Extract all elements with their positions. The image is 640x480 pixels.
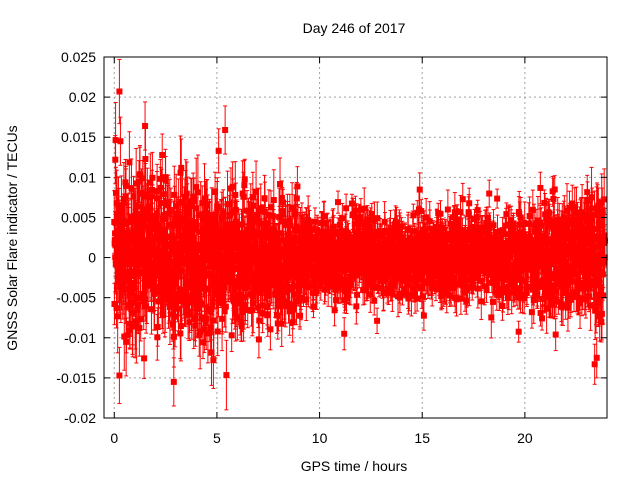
data-series [111,58,608,411]
chart-title: Day 246 of 2017 [303,20,406,36]
